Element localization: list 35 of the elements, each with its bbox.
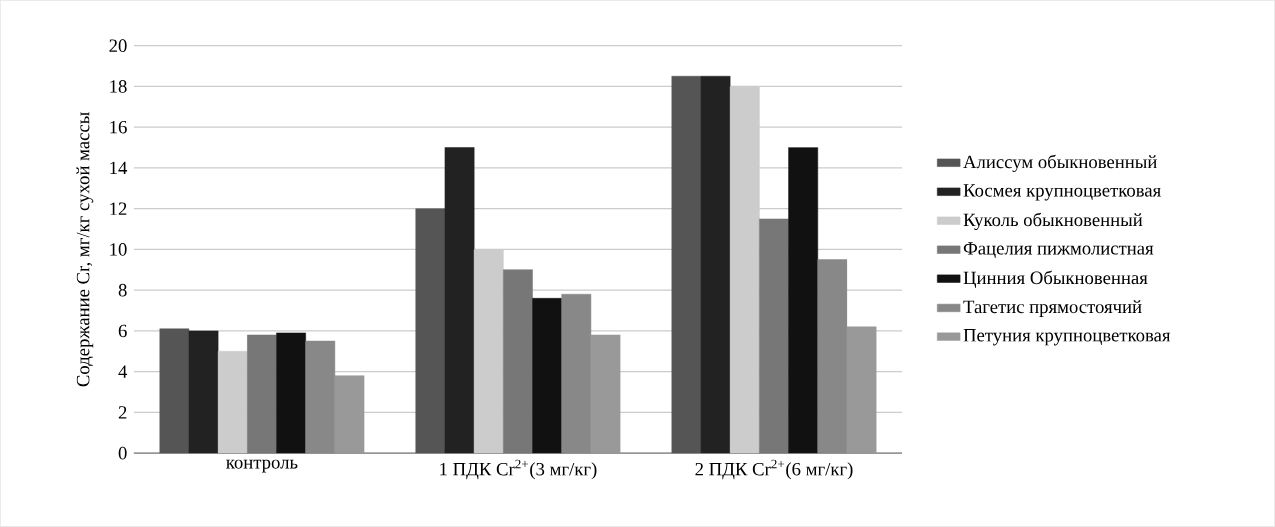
bar — [561, 294, 592, 454]
y-tick-label: 6 — [118, 324, 127, 338]
y-tick-label: 14 — [110, 161, 128, 175]
legend-label: Фацелия пижмолистная — [963, 242, 1154, 259]
bar — [247, 334, 277, 454]
y-tick-label: 0 — [118, 446, 127, 460]
bar — [217, 351, 248, 454]
bar — [590, 334, 621, 454]
y-tick-label: 2 — [118, 406, 127, 419]
bar — [817, 259, 848, 454]
y-tick-label: 16 — [110, 120, 127, 134]
legend-label: Космея крупноцветковая — [963, 184, 1161, 201]
y-tick-label: 12 — [110, 202, 127, 215]
bar — [503, 269, 533, 454]
x-tick-label: 1 ПДК Cr$^{2+}$(3 мг/кг) — [440, 459, 597, 480]
bar — [188, 330, 219, 454]
bar — [700, 76, 731, 454]
bar — [305, 340, 336, 454]
y-tick-label: 10 — [110, 243, 127, 256]
x-tick-label: 2 ПДК Cr$^{2+}$(6 мг/кг) — [695, 459, 853, 480]
legend-label: Тагетис прямостоячий — [963, 300, 1142, 317]
legend-label: Цинния Обыкновенная — [963, 270, 1148, 289]
y-axis-title: Содержание Cr, мг/кг сухой массы — [76, 112, 94, 387]
legend-label: Петуния крупноцветковая — [963, 329, 1171, 346]
bar — [334, 375, 365, 454]
bar — [846, 326, 877, 454]
bar — [444, 147, 475, 454]
y-tick-label: 18 — [110, 80, 127, 93]
y-tick-label: 4 — [118, 365, 128, 378]
bar — [759, 218, 789, 454]
x-tick-label: контроль — [226, 459, 298, 473]
y-tick-label: 8 — [118, 283, 127, 297]
legend-label: Куколь обыкновенный — [963, 212, 1143, 231]
y-tick-label: 20 — [109, 39, 127, 53]
legend-label: Алиссум обыкновенный — [963, 154, 1157, 173]
